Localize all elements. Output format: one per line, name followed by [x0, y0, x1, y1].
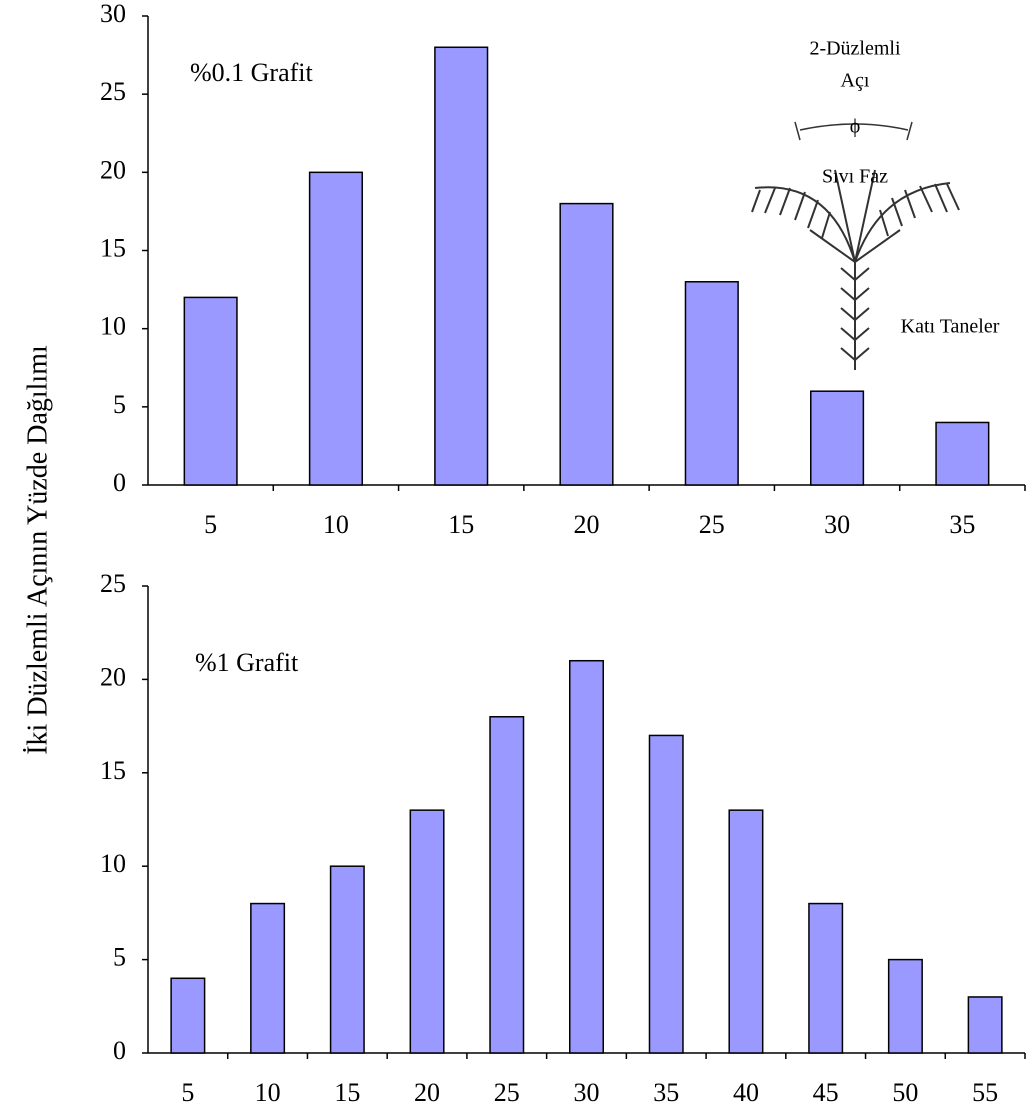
- bar: [250, 902, 286, 1054]
- x-tick-label: 45: [813, 1078, 839, 1107]
- x-tick-label: 20: [574, 510, 600, 539]
- bar: [569, 659, 604, 1054]
- inset-label: Katı Taneler: [901, 316, 1000, 338]
- x-tick-label: 5: [181, 1078, 194, 1107]
- y-tick-label: 15: [100, 756, 126, 785]
- bar: [329, 865, 365, 1054]
- x-tick-label: 10: [323, 510, 349, 539]
- y-tick-label: 5: [113, 390, 126, 419]
- y-tick-label: 10: [100, 312, 126, 341]
- y-tick-label: 25: [100, 569, 126, 598]
- x-tick-label: 10: [255, 1078, 281, 1107]
- y-tick-label: 10: [100, 849, 126, 878]
- inset-label: Sıvı Faz: [822, 166, 888, 188]
- bar: [489, 716, 525, 1054]
- x-tick-label: 50: [892, 1078, 918, 1107]
- x-tick-label: 20: [414, 1078, 440, 1107]
- y-tick-label: 5: [113, 943, 126, 972]
- bar: [810, 390, 865, 486]
- x-tick-label: 15: [334, 1078, 360, 1107]
- bar: [308, 171, 363, 486]
- annotation: %0.1 Grafit: [190, 58, 314, 87]
- bar: [409, 809, 445, 1054]
- bar: [684, 281, 739, 486]
- bar: [808, 902, 844, 1054]
- bar: [648, 734, 684, 1054]
- x-tick-label: 40: [733, 1078, 759, 1107]
- y-tick-label: 30: [100, 0, 126, 28]
- y-axis-label: İki Düzlemli Açının Yüzde Dağılımı: [22, 345, 53, 755]
- inset-label: ϕ: [850, 116, 861, 138]
- y-tick-label: 20: [100, 155, 126, 184]
- x-tick-label: 5: [204, 510, 217, 539]
- bar: [887, 958, 923, 1054]
- x-tick-label: 25: [494, 1078, 520, 1107]
- x-tick-label: 35: [653, 1078, 679, 1107]
- x-tick-label: 15: [448, 510, 474, 539]
- y-tick-label: 15: [100, 233, 126, 262]
- x-tick-label: 55: [972, 1078, 998, 1107]
- inset-diagram: [751, 121, 960, 370]
- bar: [434, 46, 489, 486]
- y-tick-label: 25: [100, 77, 126, 106]
- bar: [559, 202, 614, 486]
- bar: [728, 809, 764, 1054]
- inset-label: 2-Düzlemli: [809, 38, 901, 60]
- y-tick-label: 20: [100, 662, 126, 691]
- annotation: %1 Grafit: [195, 648, 299, 677]
- bar: [967, 996, 1003, 1054]
- x-tick-label: 35: [949, 510, 975, 539]
- y-tick-label: 0: [113, 1036, 126, 1065]
- y-tick-label: 0: [113, 468, 126, 497]
- x-tick-label: 30: [824, 510, 850, 539]
- bar: [170, 977, 206, 1054]
- x-tick-label: 25: [699, 510, 725, 539]
- inset-label: Açı: [841, 70, 870, 92]
- x-tick-label: 30: [574, 1078, 600, 1107]
- bar: [935, 421, 990, 486]
- bar: [183, 296, 238, 486]
